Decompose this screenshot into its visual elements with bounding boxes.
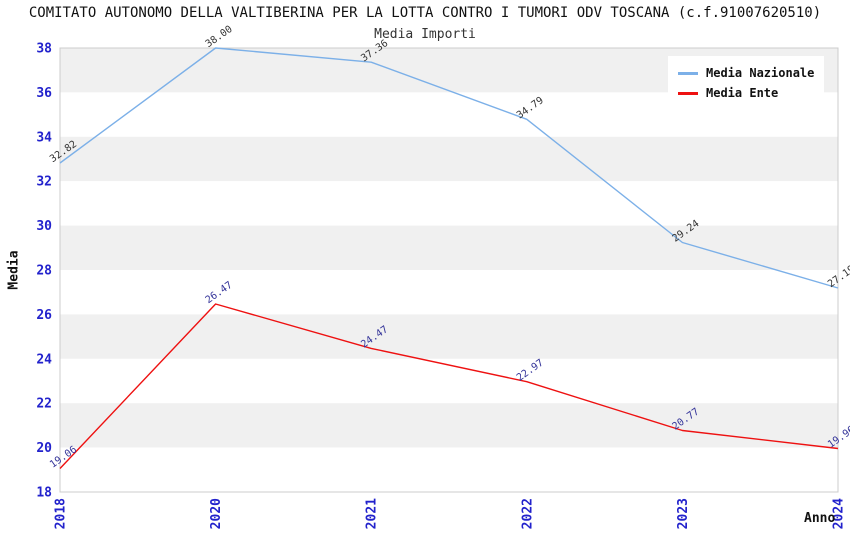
x-tick-label: 2024 xyxy=(832,498,847,529)
y-axis-title: Media xyxy=(6,250,22,290)
chart-subtitle: Media Importi xyxy=(374,27,476,42)
grid-band xyxy=(60,403,838,448)
y-tick-label: 26 xyxy=(36,308,52,323)
grid-band xyxy=(60,181,838,226)
x-tick-label: 2023 xyxy=(676,498,691,529)
grid-band xyxy=(60,225,838,270)
x-tick-label: 2018 xyxy=(54,498,69,529)
grid-band xyxy=(60,136,838,182)
grid-band xyxy=(60,358,838,404)
y-tick-label: 38 xyxy=(36,42,52,57)
grid-band xyxy=(60,314,838,359)
y-tick-label: 24 xyxy=(36,352,52,367)
y-tick-label: 36 xyxy=(36,86,52,101)
y-tick-label: 18 xyxy=(36,486,52,501)
plot-border xyxy=(59,47,839,493)
legend-item-media-nazionale: Media Nazionale xyxy=(678,63,814,83)
y-tick-label: 30 xyxy=(36,219,52,234)
legend: Media Nazionale Media Ente xyxy=(668,56,825,111)
x-tick-label: 2020 xyxy=(209,498,224,529)
legend-label-media-ente: Media Ente xyxy=(706,86,779,100)
y-tick-label: 22 xyxy=(36,397,52,412)
legend-item-media-ente: Media Ente xyxy=(678,83,814,103)
series-line-media-ente xyxy=(59,303,839,469)
legend-label-media-nazionale: Media Nazionale xyxy=(706,66,815,80)
y-tick-label: 28 xyxy=(36,264,52,279)
legend-line-swatch-nazionale xyxy=(678,71,698,75)
x-axis-title: Anno xyxy=(804,511,836,526)
grid-band xyxy=(60,447,838,492)
y-tick-label: 20 xyxy=(36,441,52,456)
y-tick-label: 32 xyxy=(36,175,52,190)
series-line-media-nazionale xyxy=(59,47,839,289)
legend-line-swatch-ente xyxy=(678,91,698,95)
chart-title: COMITATO AUTONOMO DELLA VALTIBERINA PER … xyxy=(28,5,822,21)
x-tick-label: 2022 xyxy=(520,498,535,529)
y-tick-label: 34 xyxy=(36,130,52,145)
x-tick-label: 2021 xyxy=(365,498,380,529)
grid-band xyxy=(60,270,838,315)
